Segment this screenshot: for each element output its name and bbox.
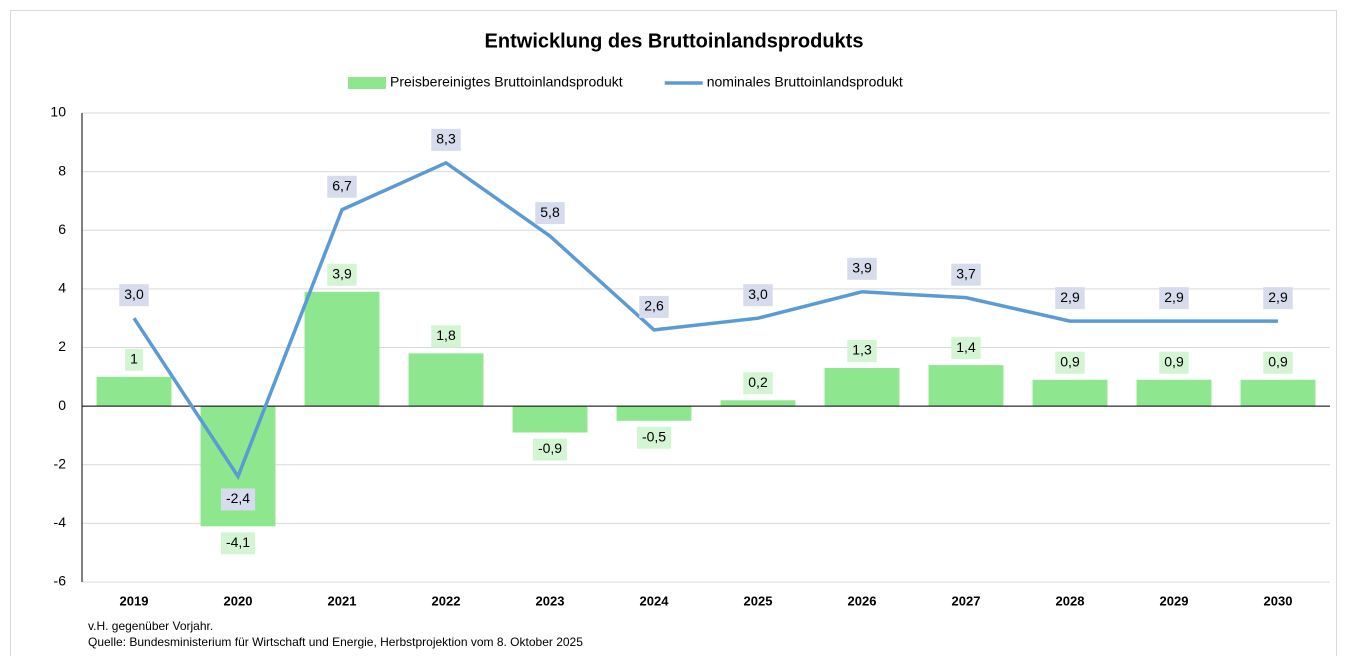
legend-label: Preisbereinigtes Bruttoinlandsprodukt bbox=[390, 74, 623, 90]
bar bbox=[96, 376, 172, 407]
y-tick-label: 2 bbox=[58, 338, 66, 354]
note: Quelle: Bundesministerium für Wirtschaft… bbox=[88, 635, 583, 649]
x-tick-label: 2030 bbox=[1264, 593, 1293, 608]
data-label: 3,0 bbox=[748, 286, 768, 302]
data-label-bg bbox=[327, 175, 357, 198]
data-label: 3,9 bbox=[852, 260, 872, 276]
x-tick-label: 2024 bbox=[640, 593, 670, 608]
y-tick-label: 0 bbox=[58, 397, 66, 413]
data-label-bg bbox=[431, 128, 461, 151]
bar bbox=[616, 406, 692, 421]
data-label: 0,9 bbox=[1060, 353, 1080, 369]
legend-label: nominales Bruttoinlandsprodukt bbox=[707, 74, 903, 90]
data-label: 3,0 bbox=[124, 286, 144, 302]
bar bbox=[824, 368, 900, 407]
data-label-bg bbox=[1263, 351, 1293, 374]
data-label: 1,8 bbox=[436, 327, 456, 343]
data-label-bg bbox=[119, 284, 149, 307]
data-label-bg bbox=[1159, 351, 1189, 374]
x-tick-label: 2023 bbox=[536, 593, 565, 608]
data-label-bg bbox=[951, 337, 981, 360]
chart-title: Entwicklung des Bruttoinlandsprodukts bbox=[485, 30, 864, 52]
data-label-bg bbox=[847, 257, 877, 280]
y-tick-label: -2 bbox=[54, 455, 67, 471]
data-label-bg bbox=[743, 284, 773, 307]
x-tick-label: 2026 bbox=[848, 593, 877, 608]
x-tick-label: 2021 bbox=[328, 593, 357, 608]
data-label-bg bbox=[743, 372, 773, 395]
data-label-bg bbox=[1055, 351, 1085, 374]
data-label: 5,8 bbox=[540, 204, 560, 220]
data-label-bg bbox=[1263, 287, 1293, 310]
data-label: -0,5 bbox=[642, 428, 666, 444]
data-label: -2,4 bbox=[226, 490, 250, 506]
data-label: 1,3 bbox=[852, 342, 872, 358]
chart-border bbox=[10, 10, 1337, 656]
y-tick-label: -4 bbox=[54, 514, 67, 530]
data-label-bg bbox=[639, 295, 669, 318]
y-tick-label: 6 bbox=[58, 221, 66, 237]
data-label-bg bbox=[636, 426, 672, 449]
x-tick-label: 2029 bbox=[1160, 593, 1189, 608]
x-tick-label: 2027 bbox=[952, 593, 981, 608]
data-label: 6,7 bbox=[332, 177, 352, 193]
bar bbox=[1136, 379, 1212, 407]
line bbox=[132, 160, 1278, 481]
x-tick-label: 2020 bbox=[224, 593, 253, 608]
data-label: 0,9 bbox=[1164, 353, 1184, 369]
note: v.H. gegenüber Vorjahr. bbox=[88, 619, 213, 633]
data-label: 2,9 bbox=[1268, 289, 1288, 305]
x-tick-label: 2028 bbox=[1056, 593, 1085, 608]
data-label-bg bbox=[1055, 287, 1085, 310]
data-label: 1 bbox=[130, 351, 138, 367]
data-label: 1,4 bbox=[956, 339, 976, 355]
data-label: 8,3 bbox=[436, 131, 456, 147]
data-label: 0,2 bbox=[748, 374, 768, 390]
bar bbox=[928, 365, 1004, 407]
bar bbox=[512, 406, 588, 433]
y-tick-label: 8 bbox=[58, 162, 66, 178]
data-label-bg bbox=[220, 532, 256, 555]
data-label-bg bbox=[535, 202, 565, 225]
x-tick-label: 2025 bbox=[744, 593, 773, 608]
y-tick-label: -6 bbox=[54, 573, 67, 589]
y-tick-label: 4 bbox=[58, 280, 66, 296]
x-tick-label: 2022 bbox=[432, 593, 461, 608]
data-label: 3,7 bbox=[956, 265, 976, 281]
x-tick-label: 2019 bbox=[120, 593, 149, 608]
legend-swatch bbox=[348, 77, 386, 89]
bar bbox=[408, 353, 484, 407]
y-tick-label: 10 bbox=[50, 104, 66, 120]
data-label-bg bbox=[220, 488, 256, 511]
data-label-bg bbox=[327, 263, 357, 286]
bar bbox=[304, 291, 380, 407]
bar bbox=[1032, 379, 1108, 407]
data-label-bg bbox=[951, 263, 981, 286]
data-label-bg bbox=[431, 325, 461, 348]
data-label: 0,9 bbox=[1268, 353, 1288, 369]
data-label: -4,1 bbox=[226, 534, 250, 550]
data-label-bg bbox=[1159, 287, 1189, 310]
data-label: -0,9 bbox=[538, 440, 562, 456]
data-label: 3,9 bbox=[332, 266, 352, 282]
data-label-bg bbox=[125, 348, 143, 371]
data-label: 2,9 bbox=[1060, 289, 1080, 305]
data-label-bg bbox=[847, 340, 877, 363]
bar bbox=[720, 400, 796, 407]
data-label: 2,6 bbox=[644, 298, 664, 314]
bar bbox=[1240, 379, 1316, 407]
data-label-bg bbox=[532, 438, 568, 461]
data-label: 2,9 bbox=[1164, 289, 1184, 305]
